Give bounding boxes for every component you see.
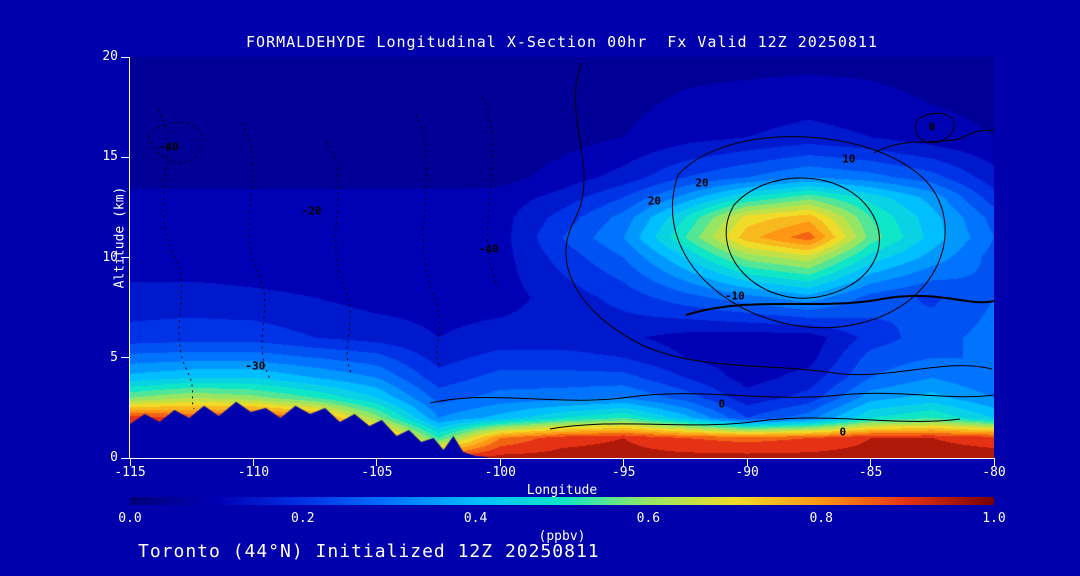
x-tick-mark <box>870 459 872 466</box>
contour-label: -10 <box>724 289 745 303</box>
contour-path <box>685 295 994 316</box>
contour-path <box>671 136 946 329</box>
y-tick-mark <box>121 156 129 158</box>
x-tick-mark <box>623 459 625 466</box>
contour-label: 0 <box>928 120 936 134</box>
contour-path <box>725 177 880 299</box>
x-tick-mark <box>376 459 378 466</box>
x-tick-label: -100 <box>484 465 516 480</box>
contour-path <box>481 96 499 288</box>
x-tick-mark <box>252 459 254 466</box>
x-tick-mark <box>993 459 995 466</box>
x-axis-title: Longitude <box>526 483 598 498</box>
contour-label: 0 <box>839 425 847 439</box>
colorbar-tick-label: 0.6 <box>636 511 661 526</box>
contour-path <box>241 122 271 380</box>
contour-lines <box>147 62 994 430</box>
colorbar-tick-label: 1.0 <box>982 511 1006 526</box>
contour-path <box>157 108 195 410</box>
contour-path <box>325 140 353 376</box>
caption: Toronto (44°N) Initialized 12Z 20250811 <box>138 541 600 562</box>
x-tick-label: -90 <box>735 465 759 480</box>
contour-label: 10 <box>842 152 856 166</box>
y-tick-label: 0 <box>110 450 118 465</box>
x-tick-label: -115 <box>114 465 146 480</box>
colorbar-tick-label: 0.2 <box>291 511 315 526</box>
y-tick-label: 10 <box>102 249 118 265</box>
contour-label: -20 <box>301 204 322 218</box>
contour-path <box>429 392 994 404</box>
y-tick-label: 5 <box>110 349 118 365</box>
colorbar-tick-label: 0.0 <box>118 511 142 526</box>
y-tick-mark <box>121 457 129 459</box>
contour-path <box>565 62 993 376</box>
y-tick-label: 15 <box>102 149 118 165</box>
contour-path <box>415 114 441 368</box>
x-tick-label: -80 <box>982 465 1006 480</box>
heatmap-canvas <box>130 57 994 458</box>
colorbar-tick-label: 0.8 <box>809 511 833 526</box>
y-axis-spine <box>129 57 130 459</box>
contour-path <box>147 121 203 164</box>
x-tick-label: -110 <box>237 465 270 480</box>
x-tick-mark <box>129 459 131 466</box>
y-tick-label: 20 <box>102 49 118 64</box>
contour-label: -40 <box>478 242 499 256</box>
y-axis-title: Altitude (km) <box>112 186 128 289</box>
x-tick-label: -85 <box>858 465 883 480</box>
y-tick-mark <box>121 257 129 258</box>
x-tick-label: -95 <box>611 465 636 480</box>
contour-label: -30 <box>245 359 266 373</box>
contour-path <box>915 112 955 144</box>
contour-path <box>549 417 961 430</box>
colorbar-tick-label: 0.4 <box>463 511 488 526</box>
contour-label: 20 <box>647 194 662 208</box>
x-tick-mark <box>746 459 748 466</box>
chart-title: FORMALDEHYDE Longitudinal X-Section 00hr… <box>246 33 878 51</box>
colorbar <box>130 497 994 505</box>
x-axis-spine <box>129 458 995 459</box>
x-tick-mark <box>499 459 501 466</box>
y-tick-mark <box>121 357 129 359</box>
contour-label: 20 <box>695 176 709 190</box>
contour-label: 0 <box>718 397 726 411</box>
x-tick-label: -105 <box>361 465 393 480</box>
y-tick-mark <box>121 56 129 58</box>
colorbar-label: (ppbv) <box>538 529 586 544</box>
plot-area: -40 -20 -30 -40 20 20 10 0 -10 0 0 <box>121 56 995 466</box>
contour-label: -40 <box>158 140 179 154</box>
contour-path <box>873 128 994 154</box>
